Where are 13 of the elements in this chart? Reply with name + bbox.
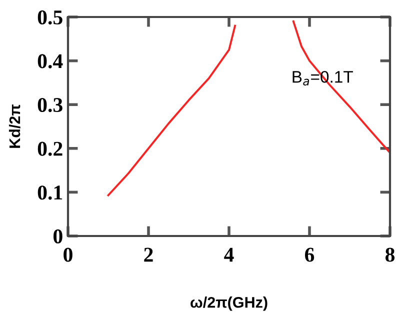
x-tick-label: 8 <box>385 248 395 262</box>
y-tick-label: 0 <box>54 229 62 244</box>
x-axis-title: ω/2π(GHz) <box>190 296 268 311</box>
x-tick-label: 6 <box>305 248 314 262</box>
y-axis-title: Kd/2π <box>8 104 20 148</box>
x-tick-label: 2 <box>144 248 153 262</box>
x-tick-label: 0 <box>64 248 72 262</box>
y-tick-label: 0.1 <box>38 186 62 200</box>
y-tick-label: 0.4 <box>38 54 63 68</box>
y-tick-label: 0.2 <box>38 142 62 156</box>
y-tick-label: 0.3 <box>38 98 62 112</box>
y-tick-label: 0.5 <box>38 10 62 25</box>
x-tick-label: 4 <box>224 248 234 262</box>
